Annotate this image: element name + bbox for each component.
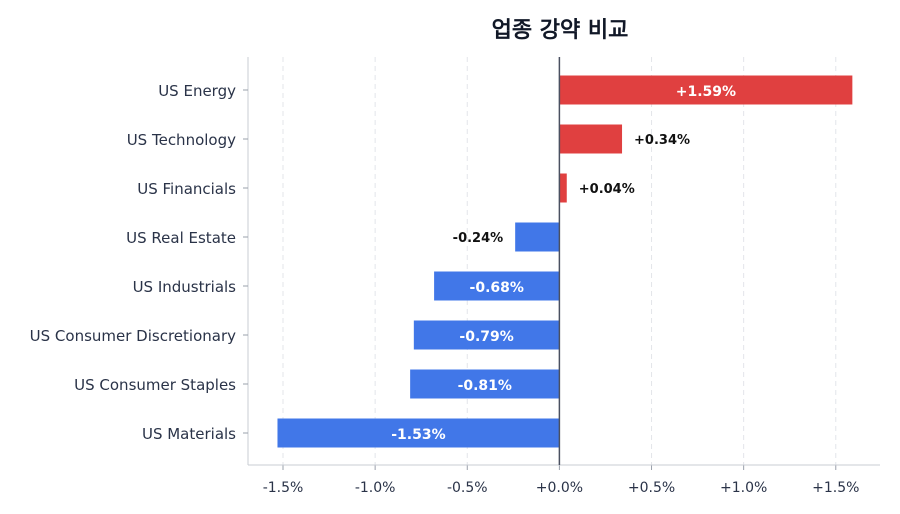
bar [277, 418, 560, 448]
data-label: -0.79% [459, 329, 513, 345]
x-tick-label: +1.0% [720, 480, 767, 496]
data-label: +1.59% [676, 84, 736, 100]
x-tick-label: -1.5% [263, 480, 304, 496]
data-label: -0.81% [458, 378, 512, 394]
bar [559, 173, 567, 203]
bar [410, 369, 560, 399]
x-tick-label: -0.5% [447, 480, 488, 496]
x-tick-label: +1.5% [812, 480, 859, 496]
data-label: +0.34% [634, 133, 690, 148]
bar [434, 271, 560, 301]
data-label: +0.04% [579, 182, 635, 197]
bar [559, 124, 623, 154]
x-tick-label: +0.0% [536, 480, 583, 496]
x-tick-label: +0.5% [628, 480, 675, 496]
category-label: US Consumer Discretionary [30, 327, 236, 345]
category-label: US Technology [127, 131, 236, 149]
category-label: US Energy [158, 82, 236, 100]
category-label: US Consumer Staples [74, 376, 236, 394]
data-label: -1.53% [391, 427, 445, 443]
bar [515, 222, 560, 252]
category-label: US Industrials [133, 278, 237, 296]
category-label: US Materials [142, 425, 236, 443]
data-label: -0.68% [470, 280, 524, 296]
bar [413, 320, 560, 350]
data-label: -0.24% [453, 231, 504, 246]
bar [559, 75, 853, 105]
chart-title: 업종 강약 비교 [491, 18, 629, 43]
x-tick-label: -1.0% [355, 480, 396, 496]
category-label: US Real Estate [126, 229, 236, 247]
category-label: US Financials [137, 180, 236, 198]
